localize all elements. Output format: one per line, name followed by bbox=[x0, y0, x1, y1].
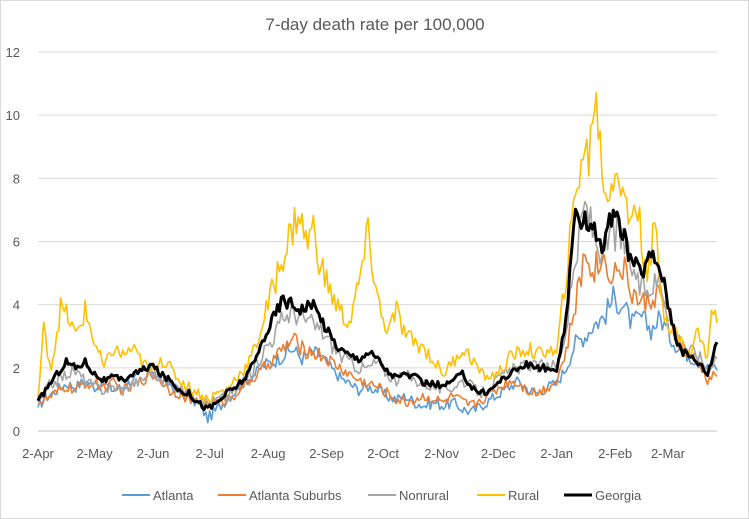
legend-label: Atlanta Suburbs bbox=[249, 488, 342, 503]
legend-label: Georgia bbox=[595, 488, 642, 503]
series-lines bbox=[36, 91, 719, 424]
x-tick-label: 2-Dec bbox=[481, 446, 516, 461]
x-tick-label: 2-Jul bbox=[196, 446, 224, 461]
y-tick-label: 2 bbox=[13, 361, 20, 376]
legend-label: Nonrural bbox=[399, 488, 449, 503]
chart-title: 7-day death rate per 100,000 bbox=[265, 15, 484, 34]
legend-item: Rural bbox=[477, 488, 539, 503]
x-tick-label: 2-Apr bbox=[22, 446, 54, 461]
y-tick-label: 12 bbox=[6, 45, 20, 60]
y-tick-label: 8 bbox=[13, 171, 20, 186]
legend-label: Rural bbox=[508, 488, 539, 503]
y-tick-label: 10 bbox=[6, 108, 20, 123]
legend-item: Georgia bbox=[564, 488, 642, 503]
x-tick-label: 2-Nov bbox=[424, 446, 459, 461]
y-axis-ticks: 0 2 4 6 8 10 12 bbox=[6, 45, 20, 439]
legend-item: Atlanta Suburbs bbox=[218, 488, 342, 503]
y-tick-label: 0 bbox=[13, 424, 20, 439]
legend-label: Atlanta bbox=[153, 488, 194, 503]
legend-item: Atlanta bbox=[122, 488, 194, 503]
legend-item: Nonrural bbox=[368, 488, 449, 503]
x-tick-label: 2-Aug bbox=[251, 446, 286, 461]
legend: Atlanta Atlanta Suburbs Nonrural Rural Georg… bbox=[122, 488, 642, 503]
x-tick-label: 2-Jan bbox=[540, 446, 573, 461]
series-line-rural bbox=[37, 91, 718, 403]
x-tick-label: 2-Sep bbox=[309, 446, 344, 461]
x-tick-label: 2-Oct bbox=[367, 446, 399, 461]
y-tick-label: 6 bbox=[13, 235, 20, 250]
x-tick-label: 2-Feb bbox=[598, 446, 632, 461]
series-line-georgia bbox=[36, 207, 719, 411]
x-tick-label: 2-May bbox=[77, 446, 114, 461]
series-line-atlanta-suburbs bbox=[37, 250, 718, 411]
x-tick-label: 2-Mar bbox=[651, 446, 686, 461]
y-tick-label: 4 bbox=[13, 298, 20, 313]
x-axis-ticks: 2-Apr 2-May 2-Jun 2-Jul 2-Aug 2-Sep 2-Oct 2-Nov… bbox=[22, 446, 686, 461]
x-tick-label: 2-Jun bbox=[137, 446, 170, 461]
